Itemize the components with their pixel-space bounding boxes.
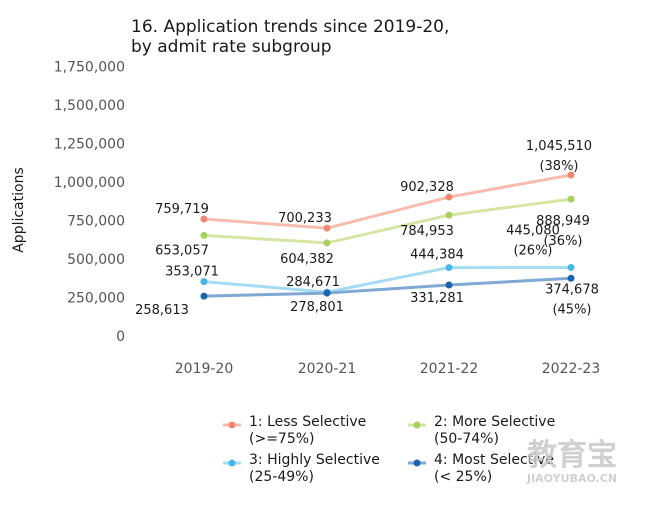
y-tick-label: 1,250,000 [54,137,125,153]
change-label: (36%) [543,234,582,249]
legend-sublabel: (50-74%) [434,431,499,447]
legend-sublabel: (>=75%) [249,431,315,447]
series-lines [203,173,572,298]
series-line [203,197,572,245]
x-tick-label: 2021-22 [420,361,479,377]
legend-sublabel: (25-49%) [249,469,314,485]
data-label: 1,045,510 [526,139,592,154]
legend-marker [228,459,236,467]
data-point [445,281,453,289]
y-tick-label: 1,750,000 [54,60,125,76]
legend-label: 4: Most Selective [434,452,554,468]
series-line [203,265,572,294]
data-label: 331,281 [410,291,464,306]
data-label: 888,949 [536,214,590,229]
data-point [323,224,331,232]
change-label: (26%) [513,243,552,258]
legend-marker [228,421,236,429]
data-point [323,239,331,247]
data-label: 445,080 [506,223,560,238]
series-line [203,276,572,298]
data-point [323,289,331,297]
data-label: 374,678 [545,282,599,297]
series-points [200,171,575,300]
y-tick-label: 1,000,000 [54,175,125,191]
y-tick-label: 250,000 [67,291,125,307]
data-point [567,171,575,179]
legend-marker [413,421,421,429]
data-label: 902,328 [400,180,454,195]
data-label: 353,071 [165,265,219,280]
data-label: 604,382 [280,252,334,267]
x-axis-ticks: 2019-20 2020-21 2021-22 2022-23 [175,361,601,377]
y-tick-label: 1,500,000 [54,98,125,114]
y-tick-label: 0 [116,329,125,345]
data-point [567,263,575,271]
data-point [567,195,575,203]
data-label: 700,233 [278,211,332,226]
data-label: 258,613 [135,303,189,318]
watermark-url: JIAOYUBAO.CN [526,472,617,485]
y-tick-label: 750,000 [67,214,125,230]
data-point [445,193,453,201]
chart-title-line1: 16. Application trends since 2019-20, [131,17,449,37]
chart-title-line2: by admit rate subgroup [131,37,332,57]
change-label: (38%) [539,159,578,174]
data-label: 278,801 [290,300,344,315]
change-label: (45%) [552,302,591,317]
data-point [200,215,208,223]
y-axis-label: Applications [11,167,27,253]
legend: 1: Less Selective(>=75%) 2: More Selectiv… [223,414,555,485]
data-labels: 759,719 700,233 902,328 1,045,510 (38%) 653,0… [135,139,599,318]
data-label: 784,953 [400,224,454,239]
legend-label: 2: More Selective [434,414,555,430]
legend-sublabel: (< 25%) [434,469,492,485]
y-axis-ticks: 0 250,000 500,000 750,000 1,000,000 1,250,000… [54,60,125,346]
watermark: 教育宝 JIAOYUBAO.CN [526,438,617,485]
watermark-logo: 教育宝 [527,438,617,473]
data-point [445,264,453,272]
data-label: 444,384 [410,248,464,263]
legend-marker [413,459,421,467]
data-point [445,211,453,219]
data-point [200,231,208,239]
x-tick-label: 2019-20 [175,361,234,377]
data-label: 653,057 [155,243,209,258]
series-line [203,173,572,230]
legend-label: 1: Less Selective [249,414,366,430]
data-point [567,274,575,282]
data-point [200,278,208,286]
x-tick-label: 2022-23 [542,361,601,377]
y-tick-label: 500,000 [67,252,125,268]
data-label: 759,719 [155,202,209,217]
data-point [200,292,208,300]
legend-label: 3: Highly Selective [249,452,380,468]
x-tick-label: 2020-21 [298,361,357,377]
data-label: 284,671 [286,275,340,290]
